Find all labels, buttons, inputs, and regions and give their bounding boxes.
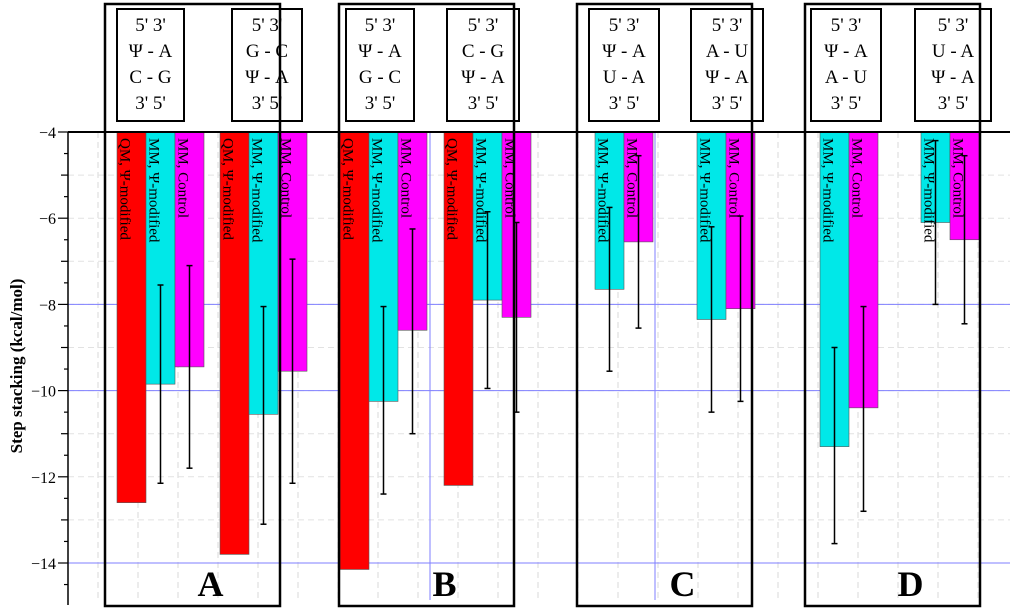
bar-label: MM, Ψ-modified [820, 138, 836, 243]
sequence-line: Ψ - A [358, 41, 402, 62]
bar [219, 131, 250, 555]
sequence-line: Ψ - A [129, 41, 173, 62]
panel-d: MM, Ψ-modified MM, Control 5' 3' Ψ - A A - U… [803, 2, 992, 608]
y-axis: −4 −6 −8 −10 −12 −14 Step stacking (kcal/mol) [7, 125, 69, 605]
sequence-box [914, 8, 992, 122]
sequence-line: Ψ - A [461, 67, 505, 88]
sequence-line: 5' 3' [365, 15, 396, 36]
y-tick-label: −12 [31, 470, 56, 487]
bar-label: QM, Ψ-modified [340, 138, 356, 240]
sequence-box [231, 8, 303, 122]
sequence-line: 5' 3' [252, 15, 283, 36]
bar-label: MM, Control [175, 138, 191, 218]
sequence-line: Ψ - A [602, 41, 646, 62]
bar-label: MM, Ψ-modified [473, 138, 489, 243]
panel-label: B [432, 564, 456, 604]
sequence-line: A - U [706, 41, 749, 62]
bar [339, 131, 370, 570]
panel-c: MM, Ψ-modified MM, Control 5' 3' Ψ - A U - A… [575, 2, 764, 608]
panel-label: D [898, 564, 924, 604]
bar-label: MM, Ψ-modified [697, 138, 713, 243]
sequence-line: 5' 3' [938, 15, 969, 36]
bar-label: MM, Control [726, 138, 742, 218]
bar-label: MM, Control [278, 138, 294, 218]
sequence-line: 3' 5' [831, 93, 862, 114]
sequence-line: Ψ - A [824, 41, 868, 62]
y-tick-label: −4 [39, 125, 56, 142]
sequence-line: Ψ - A [245, 67, 289, 88]
sequence-line: G - C [359, 67, 401, 88]
sequence-line: 3' 5' [252, 93, 283, 114]
bar-label: MM, Control [398, 138, 414, 218]
y-tick-label: −10 [31, 384, 56, 401]
sequence-line: 5' 3' [831, 15, 862, 36]
bar-label: MM, Ψ-modified [249, 138, 265, 243]
bar-label: MM, Control [849, 138, 865, 218]
sequence-line: 3' 5' [365, 93, 396, 114]
panel-label: A [198, 564, 224, 604]
sequence-line: Ψ - A [931, 67, 975, 88]
panel-b: QM, Ψ-modified MM, Ψ-modified MM, Control 5… [337, 2, 532, 608]
sequence-box [345, 8, 415, 122]
bar-label: MM, Control [950, 138, 966, 218]
sequence-line: 3' 5' [468, 93, 499, 114]
bar-label: QM, Ψ-modified [220, 138, 236, 240]
panel-a: QM, Ψ-modified MM, Ψ-modified MM, Control 5… [103, 2, 308, 608]
sequence-line: U - A [603, 67, 646, 88]
sequence-line: G - C [246, 41, 288, 62]
panel-frame [803, 2, 982, 608]
sequence-line: C - G [462, 41, 505, 62]
bar-label: MM, Control [624, 138, 640, 218]
sequence-line: C - G [129, 67, 172, 88]
sequence-line: 5' 3' [135, 15, 166, 36]
sequence-line: 3' 5' [712, 93, 743, 114]
sequence-box [116, 8, 185, 122]
sequence-line: 5' 3' [468, 15, 499, 36]
sequence-line: A - U [825, 67, 868, 88]
bar-label: MM, Ψ-modified [595, 138, 611, 243]
sequence-line: U - A [932, 41, 975, 62]
bar-label: MM, Ψ-modified [369, 138, 385, 243]
sequence-line: 3' 5' [135, 93, 166, 114]
sequence-line: 5' 3' [712, 15, 743, 36]
panel-frame [337, 2, 516, 608]
sequence-line: 3' 5' [609, 93, 640, 114]
panel-frame [575, 2, 754, 608]
sequence-box [446, 8, 520, 122]
bar [443, 131, 474, 486]
panel-frame [103, 2, 282, 608]
bar-label: QM, Ψ-modified [117, 138, 133, 240]
sequence-box [588, 8, 660, 122]
sequence-line: 3' 5' [938, 93, 969, 114]
bar-label: MM, Ψ-modified [146, 138, 162, 243]
panel-label: C [670, 564, 696, 604]
sequence-box [810, 8, 882, 122]
sequence-line: 5' 3' [609, 15, 640, 36]
sequence-line: Ψ - A [705, 67, 749, 88]
y-tick-label: −6 [39, 211, 56, 228]
y-tick-label: −14 [31, 556, 56, 573]
bar-label: QM, Ψ-modified [444, 138, 460, 240]
y-tick-label: −8 [39, 297, 56, 314]
y-axis-label: Step stacking (kcal/mol) [7, 279, 26, 454]
bar-label: MM, Ψ-modified [921, 138, 937, 243]
